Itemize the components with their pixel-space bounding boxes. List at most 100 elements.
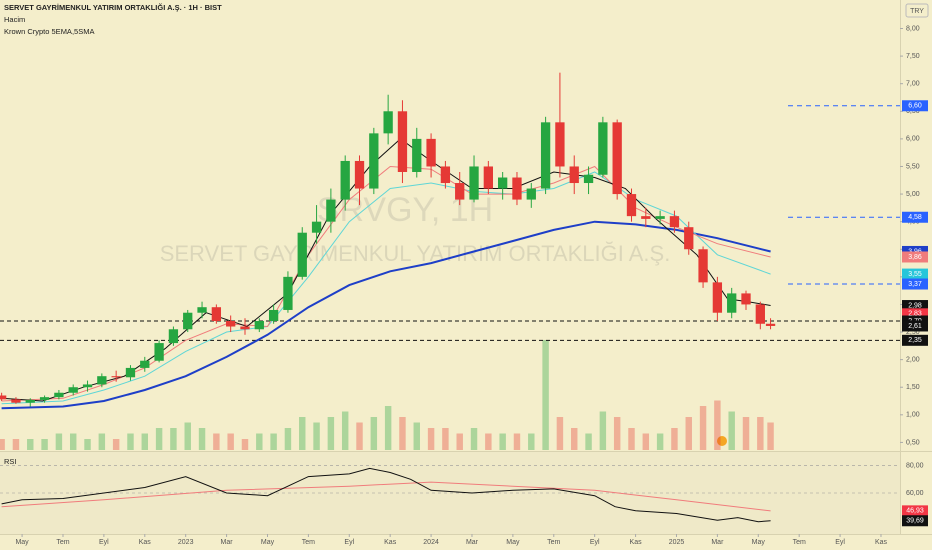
price-badge-label: 2,35: [908, 337, 922, 344]
volume-bar: [341, 411, 349, 450]
x-tick-label: Eyl: [344, 539, 354, 546]
volume-bar: [685, 417, 692, 450]
candle-body: [0, 395, 7, 400]
candle-body: [569, 166, 579, 184]
indicator-label: Hacim: [4, 15, 25, 24]
candle-body: [82, 384, 93, 388]
volume-bar: [728, 411, 735, 450]
candle-body: [168, 329, 179, 344]
candle-body: [25, 399, 35, 403]
candle-body: [684, 227, 694, 250]
candle-body: [254, 320, 264, 330]
volume-bar: [642, 433, 650, 450]
volume-bar: [556, 417, 564, 450]
candle-body: [240, 326, 250, 330]
price-badge: [902, 245, 928, 257]
chart-title: SERVET GAYRİMENKUL YATIRIM ORTAKLIĞI A.Ş…: [4, 3, 222, 12]
x-tick-label: Tem: [56, 539, 69, 546]
candle-body: [326, 199, 336, 222]
volume-bar: [628, 428, 635, 450]
candle-body: [526, 188, 536, 200]
volume-bar: [241, 439, 249, 450]
candle-body: [540, 122, 551, 189]
candle-body: [154, 343, 164, 361]
x-tick-label: Eyl: [99, 539, 109, 546]
candle-body: [426, 138, 436, 167]
candle-body: [383, 111, 393, 134]
volume-bar: [456, 433, 463, 450]
price-badge-label: 4,58: [908, 214, 922, 221]
x-tick-label: May: [261, 539, 275, 546]
volume-bar: [671, 428, 678, 450]
x-tick-label: Kas: [139, 539, 152, 546]
price-badge-label: 3,86: [908, 254, 922, 261]
x-tick-label: Tem: [547, 539, 560, 546]
dividend-icon[interactable]: [717, 436, 727, 446]
volume-bar: [370, 417, 378, 450]
x-tick-label: May: [15, 539, 29, 546]
currency-box[interactable]: [905, 3, 929, 18]
candle-body: [369, 133, 379, 189]
volume-bar: [413, 422, 420, 450]
volume-bar: [384, 406, 392, 450]
candle-body: [268, 309, 279, 321]
volume-bar: [198, 428, 206, 450]
candle-body: [311, 221, 322, 233]
x-tick-label: 2025: [669, 539, 685, 546]
volume-bar: [0, 439, 5, 450]
rsi-title: RSI: [4, 457, 17, 466]
candle-body: [354, 160, 365, 189]
volume-bar: [155, 428, 163, 450]
candle-body: [197, 307, 207, 313]
volume-bar: [767, 422, 774, 450]
price-badge: [902, 320, 928, 332]
price-badge-label: 3,37: [908, 281, 922, 288]
volume-bar: [356, 422, 363, 450]
volume-bar: [213, 433, 220, 450]
volume-bar: [299, 417, 306, 450]
price-badge: [902, 100, 928, 112]
candle-body: [512, 177, 522, 200]
volume-bar: [528, 433, 535, 450]
y-tick-label: 5,00: [906, 191, 920, 198]
volume-bar: [485, 433, 492, 450]
x-tick-label: Kas: [384, 539, 397, 546]
price-badge-label: 2,61: [908, 323, 922, 330]
candle-body: [283, 276, 293, 310]
volume-bar: [757, 417, 764, 450]
x-tick-label: May: [506, 539, 520, 546]
volume-bar: [112, 439, 120, 450]
volume-bar: [585, 433, 592, 450]
volume-bar: [69, 433, 77, 450]
candle-body: [68, 387, 78, 393]
candle-body: [111, 376, 121, 378]
volume-bar: [127, 433, 134, 450]
volume-bar: [599, 411, 607, 450]
volume-bar: [170, 428, 177, 450]
candle-body: [765, 323, 776, 326]
volume-bar: [55, 433, 63, 450]
price-badge: [902, 515, 928, 527]
rsi-ma-line: [1, 481, 771, 512]
volume-bar: [656, 433, 664, 450]
y-tick-label: 2,00: [906, 356, 920, 363]
candle-body: [555, 122, 565, 167]
indicator-label: Krown Crypto 5EMA,5SMA: [4, 27, 94, 36]
price-badge: [902, 505, 928, 517]
volume-bar: [442, 428, 449, 450]
candle-body: [297, 232, 307, 277]
price-badge: [902, 211, 928, 223]
candle-body: [140, 360, 150, 368]
price-badge: [902, 308, 928, 320]
candle-body: [641, 216, 651, 219]
candle-body: [755, 304, 765, 324]
volume-bar: [327, 417, 335, 450]
candle-body: [712, 282, 723, 313]
volume-bar: [542, 340, 549, 450]
y-tick-label: 2,50: [906, 329, 920, 336]
y-tick-label: 5,50: [906, 163, 920, 170]
volume-bar: [98, 433, 106, 450]
volume-bar: [27, 439, 34, 450]
volume-bar: [313, 422, 320, 450]
x-tick-label: May: [752, 539, 766, 546]
